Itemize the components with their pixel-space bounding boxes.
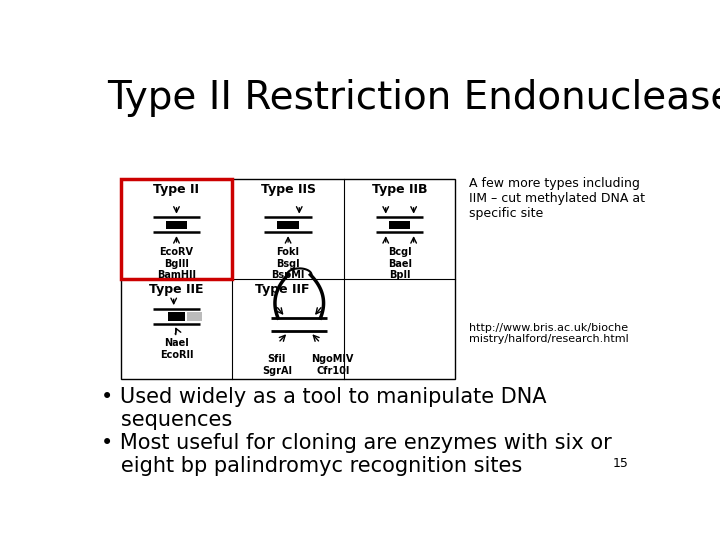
Bar [277,221,299,229]
Bar [121,179,456,379]
Bar [168,312,185,321]
Bar [166,221,187,229]
Text: http://www.bris.ac.uk/bioche
mistry/halford/research.html: http://www.bris.ac.uk/bioche mistry/half… [469,322,629,344]
Text: Type IIB: Type IIB [372,183,428,197]
Text: SgrAI: SgrAI [262,366,292,376]
Text: • Most useful for cloning are enzymes with six or
   eight bp palindromyc recogn: • Most useful for cloning are enzymes wi… [101,433,612,476]
Bar [121,179,233,279]
Text: Type IIF: Type IIF [256,283,310,296]
Text: Type IIS: Type IIS [261,183,315,197]
Text: A few more types including
IIM – cut methylated DNA at
specific site: A few more types including IIM – cut met… [469,177,645,220]
Text: NaeI
EcoRII: NaeI EcoRII [160,339,193,360]
Text: Type II: Type II [153,183,199,197]
Text: EcoRV
BglII
BamHII: EcoRV BglII BamHII [157,247,196,280]
Text: Type IIE: Type IIE [149,283,204,296]
Text: SfiI: SfiI [268,354,286,364]
Text: FokI
BsgI
BspMI: FokI BsgI BspMI [271,247,305,280]
Text: BcgI
BaeI
BplI: BcgI BaeI BplI [387,247,412,280]
Bar [186,312,202,321]
Text: Cfr10I: Cfr10I [316,366,349,376]
Text: • Used widely as a tool to manipulate DNA
   sequences: • Used widely as a tool to manipulate DN… [101,387,546,430]
Text: Type II Restriction Endonucleases: Type II Restriction Endonucleases [107,79,720,117]
Bar [389,221,410,229]
Text: NgoMIV: NgoMIV [312,354,354,364]
Text: 15: 15 [613,457,629,470]
